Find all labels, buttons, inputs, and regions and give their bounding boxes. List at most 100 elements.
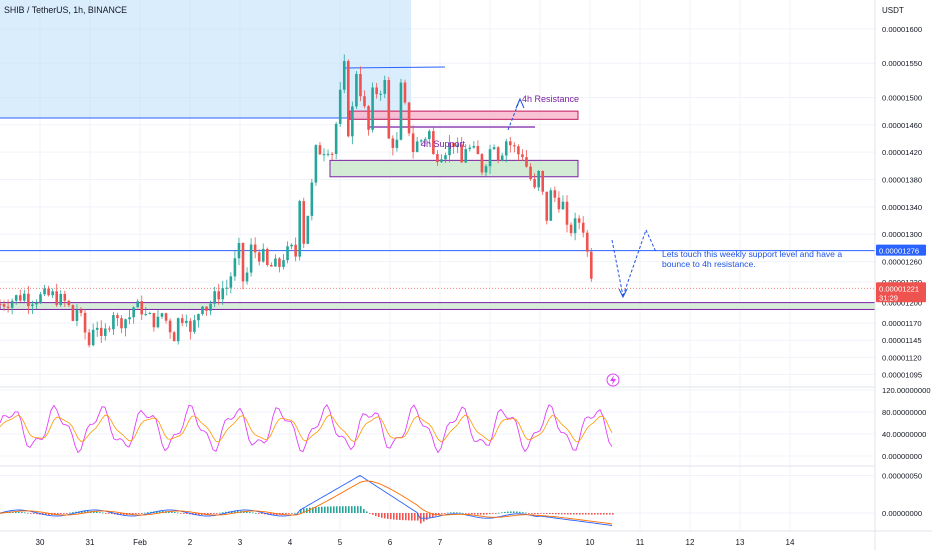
candle-body	[229, 276, 233, 288]
macd-histogram-bar	[102, 512, 104, 514]
time-axis[interactable]: 30 31 Feb 2 3 4 5 6 7 8 9 10 11 12 13 14	[36, 538, 795, 547]
candle-body	[504, 141, 508, 156]
projection-arrows[interactable]	[611, 229, 657, 297]
candle-body	[221, 288, 225, 300]
selection-box[interactable]	[0, 0, 411, 118]
candle-body	[436, 154, 439, 163]
candle-body	[120, 318, 123, 329]
macd-histogram-bar	[210, 513, 212, 515]
macd-histogram-bar	[327, 506, 329, 513]
candle-body	[302, 201, 306, 244]
macd-histogram-bar	[336, 506, 338, 513]
macd-histogram-bar	[453, 512, 455, 514]
macd-histogram-bar	[549, 513, 551, 515]
candle-body	[545, 191, 549, 221]
candle-body	[432, 131, 435, 155]
rsi-line	[0, 403, 613, 454]
candle-body	[464, 149, 468, 163]
resistance-4h-zone[interactable]	[349, 110, 579, 120]
macd-histogram-bar	[225, 511, 227, 513]
candle-body	[0, 303, 2, 305]
macd-histogram-bar	[366, 511, 368, 513]
candle-body	[351, 106, 354, 137]
candle-body	[415, 141, 419, 152]
macd-histogram-bar	[381, 513, 383, 518]
candle-body	[270, 264, 273, 267]
candle-body	[39, 294, 42, 303]
macd-histogram-bar	[282, 513, 284, 515]
candle-body	[176, 318, 180, 342]
osc2-tick-label: 0.00000050	[882, 472, 922, 481]
candle-body	[104, 328, 107, 336]
macd-histogram-bar	[414, 513, 416, 521]
candle-body	[79, 309, 83, 313]
macd-histogram-bar	[360, 506, 362, 513]
price-tick-label: 0.00001300	[882, 230, 922, 239]
candle-body	[47, 288, 50, 296]
candle-body	[124, 319, 127, 329]
macd-panel[interactable]: 0.00000050 0.00000000	[0, 472, 922, 526]
oscillator-panel[interactable]: 120.00000000 80.00000000 40.00000000 0.0000…	[0, 386, 931, 461]
candle-body	[112, 315, 115, 330]
macd-histogram-bar	[237, 511, 239, 513]
candle-body	[359, 73, 362, 97]
candle-body	[581, 222, 585, 233]
macd-histogram-bar	[501, 512, 503, 514]
macd-histogram-bar	[81, 511, 83, 513]
macd-histogram-bar	[96, 511, 98, 513]
macd-histogram-bar	[411, 513, 413, 521]
small-projection-line	[507, 98, 521, 131]
projection-retest-line	[645, 229, 657, 253]
level-price-tag: 0.00001276	[876, 244, 926, 256]
macd-histogram-bar	[261, 513, 263, 514]
candle-body	[116, 315, 119, 319]
support-4h-zone[interactable]	[329, 159, 579, 178]
macd-histogram-bar	[570, 513, 572, 515]
candle-body	[521, 154, 524, 158]
macd-histogram-bar	[132, 513, 134, 515]
candle-body	[367, 106, 370, 130]
candle-body	[561, 201, 565, 210]
macd-histogram-bar	[162, 511, 164, 513]
candle-body	[407, 102, 411, 134]
candle-body	[553, 190, 557, 198]
macd-histogram-bar	[567, 513, 569, 515]
macd-histogram-bar	[159, 511, 161, 513]
macd-histogram-bar	[345, 506, 347, 513]
macd-histogram-bar	[33, 513, 35, 514]
candle-body	[476, 146, 480, 155]
macd-histogram-bar	[480, 513, 482, 515]
lightning-icon[interactable]	[606, 373, 620, 387]
candle-body	[379, 93, 382, 95]
macd-histogram-bar	[45, 513, 47, 515]
rsi-signal-line	[0, 414, 613, 443]
macd-histogram-bar	[387, 513, 389, 519]
macd-histogram-bar	[495, 513, 497, 514]
candle-body	[282, 260, 285, 267]
macd-histogram-bar	[537, 513, 539, 515]
macd-histogram-bar	[441, 513, 443, 514]
candle-body	[140, 301, 144, 315]
time-tick-label: Feb	[133, 538, 147, 547]
macd-histogram-bar	[219, 512, 221, 514]
top-trend-line[interactable]	[344, 66, 446, 69]
candle-body	[209, 303, 212, 311]
candle-body	[249, 244, 253, 273]
candle-body	[549, 190, 553, 221]
candle-body	[496, 147, 500, 161]
macd-histogram-bar	[546, 513, 548, 514]
time-tick-label: 3	[238, 538, 243, 547]
candle-body	[347, 61, 350, 137]
weekly-support-zone[interactable]	[0, 302, 876, 310]
candle-body	[577, 218, 581, 223]
macd-histogram-bar	[315, 507, 317, 513]
candle-body	[294, 244, 297, 257]
macd-histogram-bar	[222, 512, 224, 514]
macd-histogram-bar	[405, 513, 407, 521]
macd-histogram-bar	[393, 513, 395, 520]
chart-header-symbol[interactable]: SHIB / TetherUS, 1h, BINANCE	[4, 5, 127, 15]
macd-histogram-bar	[417, 513, 419, 521]
candle-body	[330, 153, 334, 155]
resistance-label: 4h Resistance	[522, 94, 579, 104]
